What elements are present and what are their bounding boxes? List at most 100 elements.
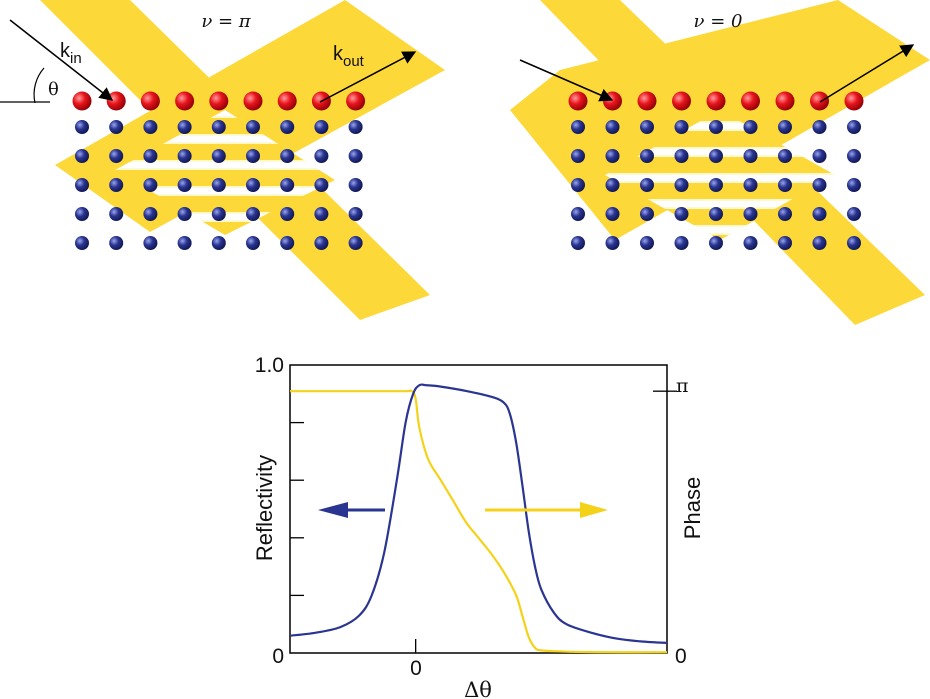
bulk-atom xyxy=(348,149,363,163)
bulk-atom xyxy=(812,178,827,192)
bulk-atom xyxy=(674,207,689,221)
bulk-atom xyxy=(211,120,226,134)
bulk-atom xyxy=(812,207,827,221)
bulk-atom xyxy=(143,149,158,163)
surface-atom xyxy=(72,91,92,111)
surface-atom xyxy=(706,91,726,111)
angle-arc xyxy=(33,67,45,104)
chart: 1.0 0 π 0 0 Δθ Reflectivity Phase xyxy=(252,354,705,699)
bulk-atom xyxy=(778,236,792,250)
bulk-atom xyxy=(75,207,89,221)
bulk-atom xyxy=(640,120,654,134)
bulk-atom xyxy=(177,149,192,163)
bulk-atom xyxy=(812,120,827,134)
bulk-atom xyxy=(709,149,723,163)
bulk-atom xyxy=(348,120,363,134)
bulk-atom xyxy=(314,178,329,192)
bulk-atom xyxy=(143,178,158,192)
bulk-atom xyxy=(605,178,620,192)
reflected-wavevector-arrow xyxy=(319,51,417,103)
bulk-atom xyxy=(743,149,758,163)
standing-wave-region xyxy=(605,110,835,240)
bulk-atom xyxy=(743,207,758,221)
y-left-tick-label-top: 1.0 xyxy=(255,354,284,377)
bulk-atom xyxy=(211,178,226,192)
bulk-atom xyxy=(246,178,260,192)
surface-atom xyxy=(741,91,760,111)
bulk-atom xyxy=(109,207,124,221)
incident-wavevector-arrow xyxy=(519,59,614,102)
surface-atom xyxy=(243,91,263,111)
bulk-atom xyxy=(571,120,585,134)
bulk-atom xyxy=(743,236,758,250)
bulk-atom xyxy=(75,120,89,134)
bulk-atom xyxy=(743,120,758,134)
y-axis-right-label: Phase xyxy=(680,477,705,539)
panel-right: ν = 0 xyxy=(510,0,930,325)
k-in-label: kin xyxy=(60,40,82,67)
bulk-atom xyxy=(709,178,723,192)
bulk-atom xyxy=(571,236,585,250)
surface-atom xyxy=(775,91,795,111)
bulk-atom xyxy=(812,236,827,250)
bulk-atom xyxy=(314,236,329,250)
surface-atom xyxy=(568,91,588,111)
bulk-atom xyxy=(211,207,226,221)
bulk-atom xyxy=(674,236,689,250)
phase-curve xyxy=(290,389,668,654)
panel-left: ν = π kin kout θ xyxy=(0,0,445,320)
bulk-atom xyxy=(211,149,226,163)
surface-atom xyxy=(637,91,657,111)
bulk-atom xyxy=(280,120,295,134)
bulk-atom xyxy=(143,207,158,221)
bulk-atom xyxy=(640,178,654,192)
reflected-wavevector-arrow xyxy=(819,44,915,103)
bulk-atom xyxy=(571,149,585,163)
surface-atom xyxy=(672,91,691,111)
bulk-atom xyxy=(75,149,89,163)
surface-atom xyxy=(106,91,126,111)
x-tick-label: 0 xyxy=(410,657,422,680)
bulk-atom xyxy=(211,236,226,250)
bulk-atom xyxy=(280,149,295,163)
surface-atom xyxy=(175,91,195,111)
bulk-atom xyxy=(571,207,585,221)
bulk-atom xyxy=(348,236,363,250)
bulk-atom xyxy=(674,149,689,163)
bulk-atom xyxy=(75,178,89,192)
bulk-atom xyxy=(314,149,329,163)
bulk-atom xyxy=(640,207,654,221)
y-right-tick-label-bottom: 0 xyxy=(675,645,687,668)
bulk-atom xyxy=(847,149,861,163)
surface-atom xyxy=(209,91,229,111)
surface-atom xyxy=(346,91,366,111)
bulk-atom xyxy=(177,178,192,192)
bulk-atom xyxy=(177,207,192,221)
bulk-atom xyxy=(674,178,689,192)
bulk-atom xyxy=(109,120,124,134)
bulk-atom xyxy=(640,149,654,163)
bulk-atom xyxy=(605,149,620,163)
bulk-atom xyxy=(348,178,363,192)
bulk-atom xyxy=(75,236,89,250)
bulk-atom xyxy=(847,207,861,221)
bulk-atom xyxy=(847,236,861,250)
bulk-atom xyxy=(709,207,723,221)
atom-lattice xyxy=(568,91,864,250)
bulk-atom xyxy=(177,236,192,250)
panel-right-label: ν = 0 xyxy=(694,11,743,32)
reflectivity-curve xyxy=(289,383,668,644)
theta-label: θ xyxy=(48,79,59,100)
bulk-atom xyxy=(605,236,620,250)
bulk-atom xyxy=(847,178,861,192)
bulk-atom xyxy=(314,207,329,221)
bulk-atom xyxy=(778,178,792,192)
bulk-atom xyxy=(605,120,620,134)
bulk-atom xyxy=(571,178,585,192)
bulk-atom xyxy=(847,120,861,134)
axis-ticks xyxy=(290,390,677,653)
surface-atom xyxy=(810,91,829,111)
surface-atom xyxy=(277,91,297,111)
bulk-atom xyxy=(246,236,260,250)
